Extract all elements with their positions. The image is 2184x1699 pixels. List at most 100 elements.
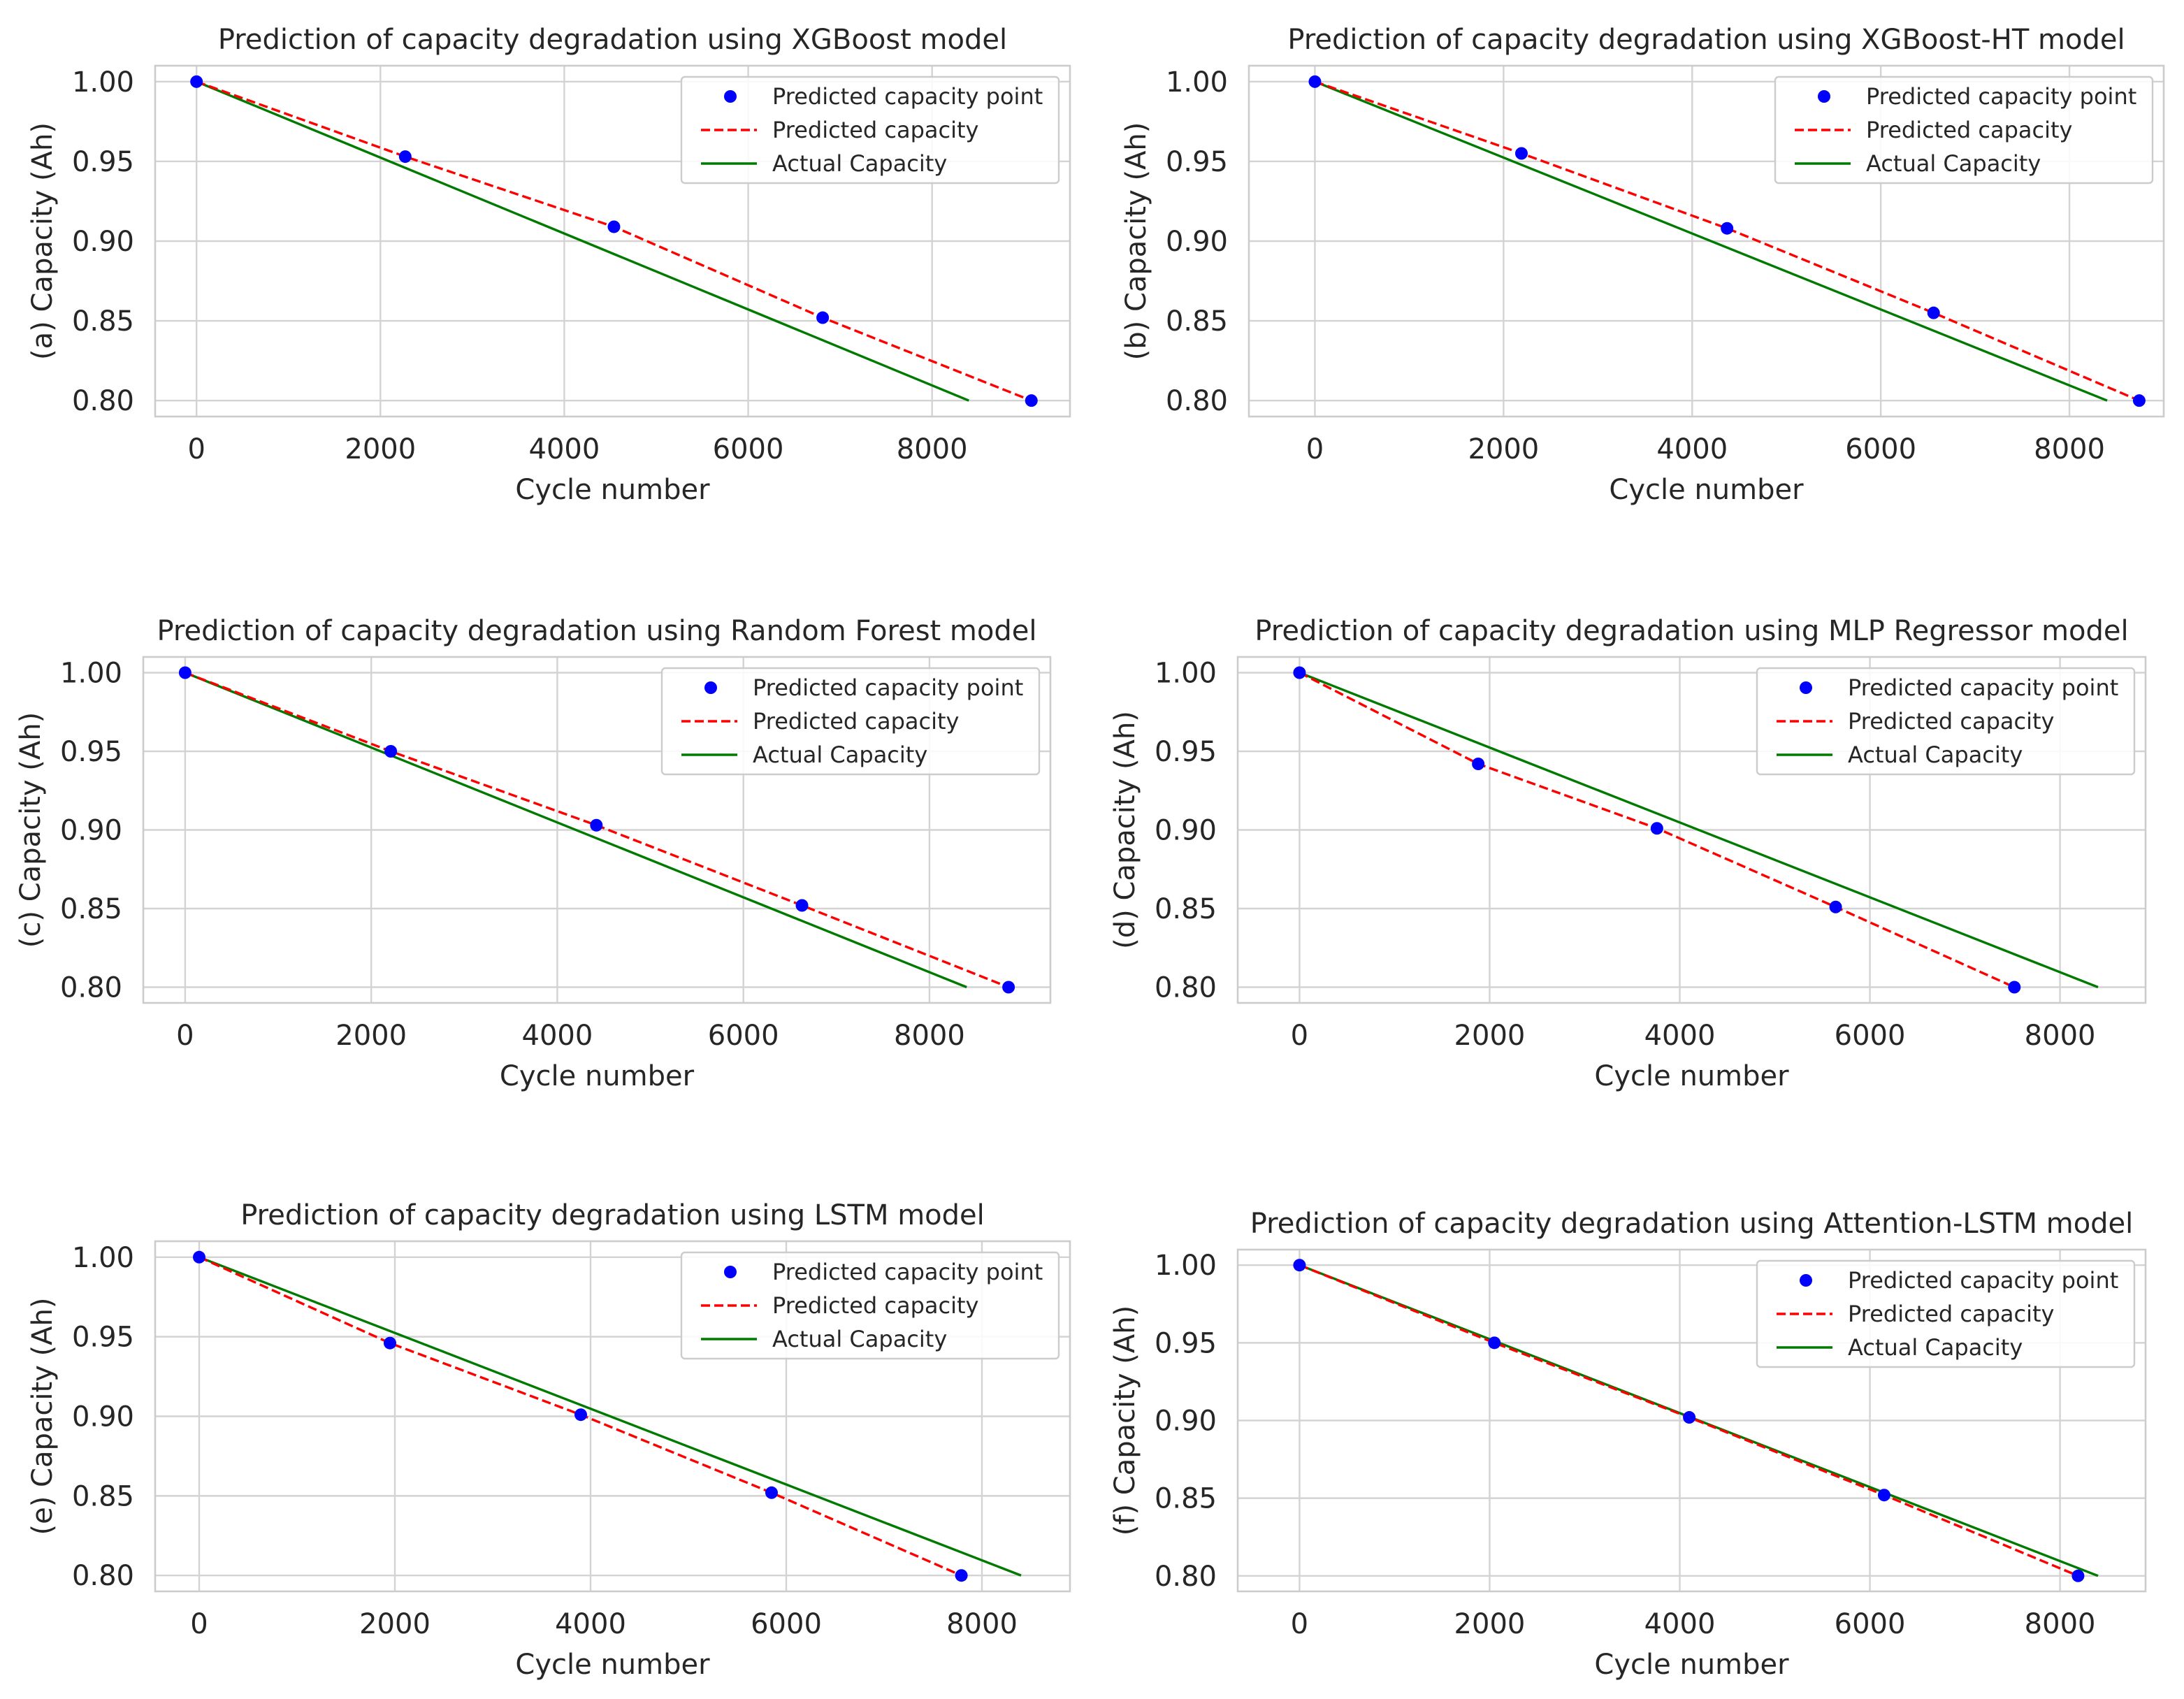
- legend-label-point: Predicted capacity point: [772, 1259, 1043, 1285]
- predicted-capacity-point: [193, 1250, 205, 1264]
- predicted-capacity-point: [2071, 1569, 2085, 1582]
- y-tick-label: 0.80: [72, 385, 134, 417]
- x-axis-label: Cycle number: [1594, 1649, 1789, 1681]
- series-predicted-capacity-line: [1314, 80, 2140, 402]
- series-actual-capacity-line: [196, 80, 969, 402]
- predicted-capacity-point: [1683, 1411, 1696, 1424]
- predicted-capacity-point: [384, 1336, 396, 1350]
- series-actual-capacity-line: [1299, 671, 2099, 989]
- legend-box: [680, 75, 1060, 185]
- legend-box: [1774, 75, 2154, 185]
- x-axis-label: Cycle number: [515, 1649, 710, 1681]
- y-tick-label: 0.85: [72, 305, 134, 338]
- chart-panel-6: 0 2000 4000 6000 8000 0.80 0.85 0.90 0.95 1.00 Pre…: [1109, 1208, 2147, 1681]
- y-tick-label: 0.95: [72, 1322, 134, 1354]
- chart-title: Prediction of capacity degradation using…: [218, 24, 1007, 56]
- legend-label-actual: Actual Capacity: [1848, 742, 2023, 768]
- legend-point-marker: [1800, 681, 1812, 694]
- y-tick-label: 0.80: [1155, 1561, 1217, 1593]
- predicted-capacity-point: [1293, 666, 1306, 679]
- x-tick-label: 4000: [522, 1020, 593, 1052]
- y-axis-label: (a) Capacity (Ah): [27, 122, 59, 360]
- legend: Predicted capacity point Predicted capaci…: [1756, 1259, 2136, 1368]
- x-tick-label: 0: [187, 433, 205, 465]
- legend-box: [1756, 667, 2136, 776]
- plot-frame: [1236, 656, 2147, 1004]
- predicted-capacity-point: [2132, 394, 2146, 407]
- plot-frame: [154, 64, 1071, 418]
- chart-title: Prediction of capacity degradation using…: [240, 1199, 985, 1231]
- x-axis-label: Cycle number: [500, 1060, 695, 1092]
- legend: Predicted capacity point Predicted capaci…: [1756, 667, 2136, 776]
- legend-box: [1756, 1259, 2136, 1368]
- y-tick-label: 0.85: [1155, 893, 1217, 925]
- legend-label-actual: Actual Capacity: [1848, 1334, 2023, 1361]
- y-tick-label: 1.00: [72, 66, 134, 99]
- y-tick-label: 0.85: [72, 1480, 134, 1512]
- legend-label-point: Predicted capacity point: [1848, 674, 2118, 701]
- predicted-capacity-point: [1002, 981, 1015, 994]
- y-tick-label: 1.00: [72, 1242, 134, 1274]
- x-tick-label: 2000: [335, 1020, 407, 1052]
- predicted-capacity-point: [1472, 758, 1485, 770]
- y-axis-label: (b) Capacity (Ah): [1120, 122, 1152, 361]
- predicted-capacity-point: [1025, 394, 1038, 407]
- predicted-capacity-point: [1650, 822, 1663, 835]
- x-tick-label: 8000: [2034, 433, 2105, 465]
- plot-frame: [1248, 64, 2165, 418]
- x-tick-label: 2000: [1468, 433, 1539, 465]
- x-tick-label: 2000: [1454, 1608, 1526, 1640]
- legend-point-marker: [724, 1266, 737, 1278]
- legend-label-predicted: Predicted capacity: [1848, 708, 2054, 735]
- predicted-capacity-point: [1877, 1489, 1890, 1502]
- x-tick-label: 4000: [1644, 1608, 1716, 1640]
- y-axis-label: (f) Capacity (Ah): [1109, 1306, 1141, 1535]
- predicted-capacity-point: [190, 75, 203, 88]
- legend-point-marker: [1818, 90, 1830, 103]
- x-tick-label: 8000: [2025, 1608, 2096, 1640]
- x-tick-label: 6000: [708, 1020, 779, 1052]
- series-actual-capacity-line: [1314, 80, 2108, 402]
- predicted-capacity-point: [178, 666, 191, 679]
- plot-frame: [1236, 1248, 2147, 1593]
- legend-label-predicted: Predicted capacity: [1866, 117, 2072, 143]
- y-tick-label: 0.85: [1155, 1483, 1217, 1515]
- y-tick-label: 0.90: [60, 815, 122, 847]
- y-tick-label: 0.80: [60, 972, 122, 1004]
- chart-panel-4: 0 2000 4000 6000 8000 0.80 0.85 0.90 0.95 1.00 Pre…: [1109, 615, 2147, 1092]
- predicted-capacity-point: [765, 1486, 778, 1499]
- y-tick-label: 0.95: [1155, 1327, 1217, 1359]
- y-tick-label: 0.85: [1166, 305, 1228, 338]
- x-tick-label: 0: [1291, 1608, 1308, 1640]
- x-axis-label: Cycle number: [1594, 1060, 1789, 1092]
- predicted-capacity-point: [574, 1408, 587, 1422]
- legend-label-point: Predicted capacity point: [1848, 1267, 2118, 1294]
- legend-label-actual: Actual Capacity: [772, 150, 947, 177]
- y-tick-label: 0.95: [1166, 146, 1228, 178]
- chart-title: Prediction of capacity degradation using…: [1250, 1208, 2134, 1240]
- x-tick-label: 8000: [894, 1020, 965, 1052]
- x-tick-label: 6000: [1835, 1020, 1906, 1052]
- chart-title: Prediction of capacity degradation using…: [1254, 615, 2128, 647]
- y-axis-label: (c) Capacity (Ah): [15, 712, 47, 948]
- predicted-capacity-point: [1829, 900, 1842, 913]
- legend-label-point: Predicted capacity point: [772, 83, 1043, 110]
- predicted-capacity-point: [384, 745, 398, 758]
- y-tick-label: 0.80: [1155, 972, 1217, 1004]
- x-tick-label: 6000: [751, 1608, 822, 1640]
- x-tick-label: 8000: [897, 433, 968, 465]
- legend-label-predicted: Predicted capacity: [1848, 1301, 2054, 1327]
- predicted-capacity-point: [1293, 1259, 1306, 1272]
- predicted-capacity-point: [1721, 222, 1734, 235]
- predicted-capacity-point: [398, 150, 412, 164]
- legend: Predicted capacity point Predicted capaci…: [1774, 75, 2154, 185]
- plot-frame: [142, 656, 1052, 1004]
- legend-label-actual: Actual Capacity: [772, 1326, 947, 1352]
- predicted-capacity-point: [590, 818, 603, 832]
- y-tick-label: 1.00: [60, 658, 122, 690]
- x-tick-label: 2000: [345, 433, 416, 465]
- legend-label-actual: Actual Capacity: [1866, 150, 2041, 177]
- legend-box: [660, 667, 1041, 776]
